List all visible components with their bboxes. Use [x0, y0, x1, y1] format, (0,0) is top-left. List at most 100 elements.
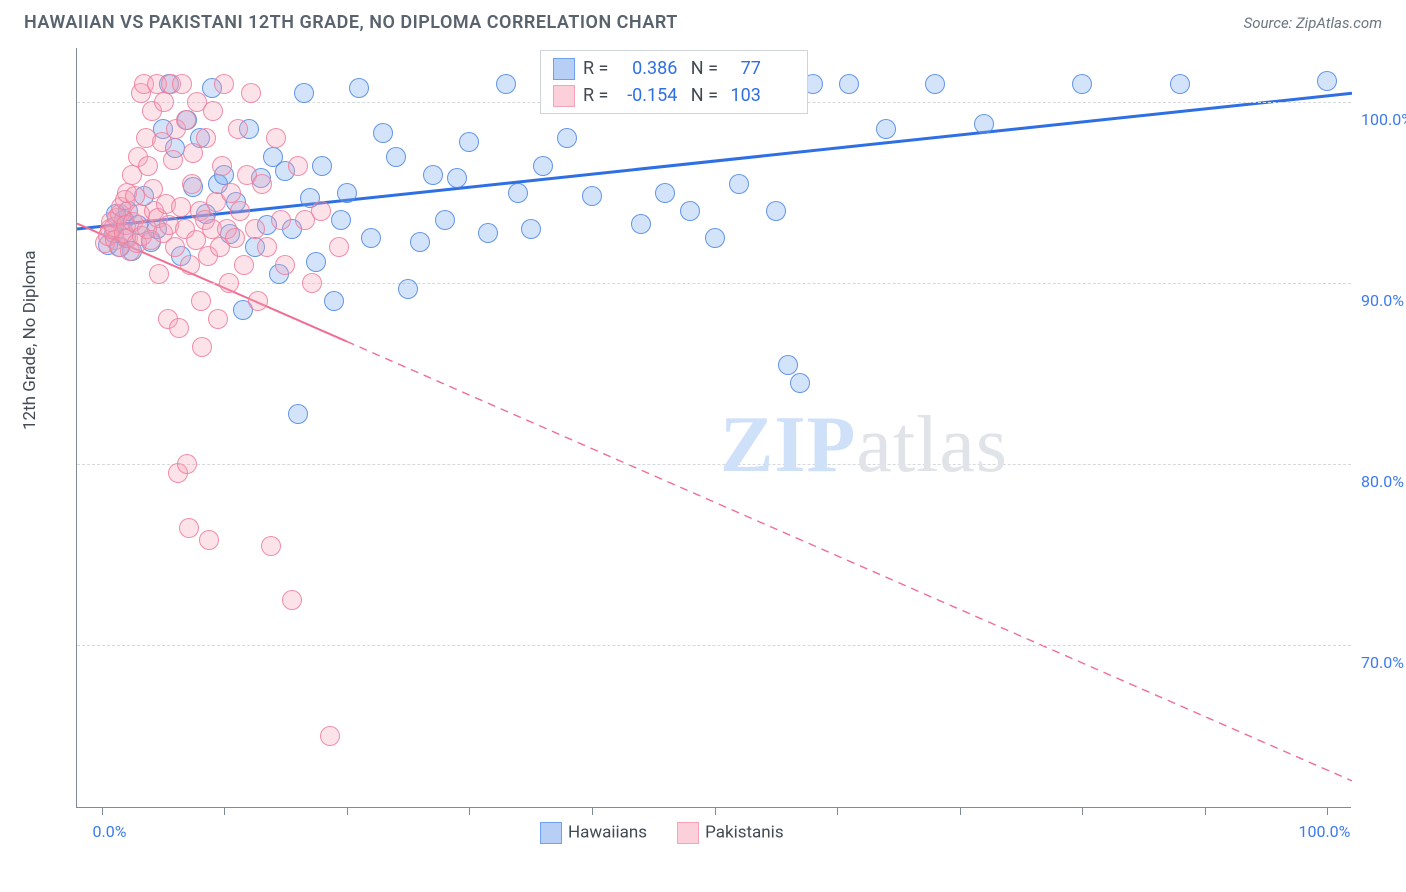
scatter-point	[149, 264, 169, 284]
scatter-point	[790, 373, 810, 393]
scatter-point	[361, 228, 381, 248]
scatter-point	[169, 318, 189, 338]
scatter-point	[219, 273, 239, 293]
scatter-point	[496, 74, 516, 94]
legend-swatch	[553, 58, 575, 80]
x-tick	[592, 807, 593, 815]
stat-N: 103	[727, 82, 761, 109]
scatter-point	[294, 83, 314, 103]
legend-swatch	[540, 822, 562, 844]
scatter-point	[271, 210, 291, 230]
y-tick-label: 100.0%	[1361, 110, 1406, 129]
legend-item: Pakistanis	[677, 822, 784, 844]
legend-item: Hawaiians	[540, 822, 647, 844]
statbox-row: R = 0.386 N = 77	[553, 55, 795, 82]
scatter-point	[705, 228, 725, 248]
stat-R: -0.154	[617, 82, 677, 109]
scatter-point	[398, 279, 418, 299]
x-tick	[347, 807, 348, 815]
scatter-point	[275, 255, 295, 275]
scatter-point	[138, 156, 158, 176]
chart-title: HAWAIIAN VS PAKISTANI 12TH GRADE, NO DIP…	[24, 12, 678, 33]
scatter-point	[234, 255, 254, 275]
scatter-point	[521, 219, 541, 239]
x-tick	[960, 807, 961, 815]
x-tick	[1327, 807, 1328, 815]
x-tick-label: 100.0%	[1298, 822, 1350, 841]
chart-plot-area	[76, 48, 1351, 808]
scatter-point	[172, 74, 192, 94]
x-tick	[224, 807, 225, 815]
scatter-point	[329, 237, 349, 257]
scatter-point	[729, 174, 749, 194]
scatter-point	[191, 291, 211, 311]
scatter-point	[163, 150, 183, 170]
scatter-point	[1170, 74, 1190, 94]
scatter-point	[435, 210, 455, 230]
scatter-point	[839, 74, 859, 94]
x-tick	[715, 807, 716, 815]
scatter-point	[282, 590, 302, 610]
stat-N: 77	[727, 55, 761, 82]
legend-swatch	[677, 822, 699, 844]
scatter-point	[214, 74, 234, 94]
scatter-point	[447, 168, 467, 188]
scatter-point	[245, 219, 265, 239]
scatter-point	[208, 309, 228, 329]
y-tick-label: 70.0%	[1361, 653, 1404, 672]
scatter-point	[533, 156, 553, 176]
stat-R: 0.386	[617, 55, 677, 82]
grid-line-h	[77, 645, 1351, 646]
scatter-point	[179, 518, 199, 538]
scatter-point	[248, 291, 268, 311]
scatter-point	[311, 201, 331, 221]
scatter-point	[212, 156, 232, 176]
scatter-point	[312, 156, 332, 176]
legend-label: Hawaiians	[568, 822, 647, 842]
scatter-point	[1317, 71, 1337, 91]
chart-source: Source: ZipAtlas.com	[1244, 14, 1382, 32]
scatter-point	[228, 119, 248, 139]
statbox-row: R = -0.154 N = 103	[553, 82, 795, 109]
scatter-point	[766, 201, 786, 221]
scatter-point	[331, 210, 351, 230]
scatter-point	[182, 174, 202, 194]
legend-swatch	[553, 85, 575, 107]
scatter-point	[373, 123, 393, 143]
x-tick	[1205, 807, 1206, 815]
scatter-point	[288, 156, 308, 176]
scatter-point	[230, 201, 250, 221]
scatter-point	[320, 726, 340, 746]
scatter-point	[974, 114, 994, 134]
scatter-point	[196, 128, 216, 148]
scatter-point	[423, 165, 443, 185]
x-tick	[469, 807, 470, 815]
scatter-point	[176, 110, 196, 130]
scatter-point	[199, 530, 219, 550]
grid-line-h	[77, 283, 1351, 284]
x-tick	[1082, 807, 1083, 815]
scatter-point	[582, 186, 602, 206]
scatter-point	[165, 237, 185, 257]
legend-label: Pakistanis	[705, 822, 784, 842]
chart-header: HAWAIIAN VS PAKISTANI 12TH GRADE, NO DIP…	[0, 0, 1406, 41]
y-tick-label: 80.0%	[1361, 472, 1404, 491]
scatter-point	[225, 228, 245, 248]
grid-line-h	[77, 464, 1351, 465]
scatter-point	[680, 201, 700, 221]
scatter-point	[154, 92, 174, 112]
scatter-point	[257, 237, 277, 257]
scatter-point	[203, 101, 223, 121]
scatter-point	[221, 183, 241, 203]
scatter-point	[177, 454, 197, 474]
scatter-point	[508, 183, 528, 203]
scatter-point	[324, 291, 344, 311]
scatter-point	[192, 337, 212, 357]
scatter-point	[876, 119, 896, 139]
trend-line-dashed	[347, 341, 1352, 780]
scatter-point	[410, 232, 430, 252]
scatter-point	[655, 183, 675, 203]
scatter-point	[631, 214, 651, 234]
y-tick-label: 90.0%	[1361, 291, 1404, 310]
legend-bottom: Hawaiians Pakistanis	[540, 822, 784, 844]
